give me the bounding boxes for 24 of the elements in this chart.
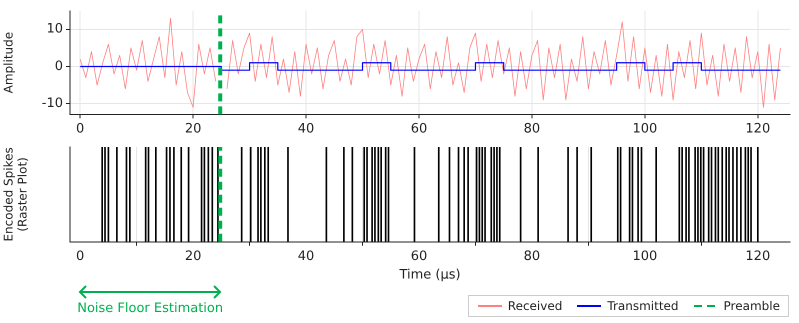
x-tick-label: 120 [745, 122, 770, 137]
x-tick-label: 120 [745, 248, 770, 264]
x-tick-label: 100 [632, 248, 658, 264]
x-tick-label: 0 [76, 248, 84, 264]
x-tick-label: 40 [298, 248, 314, 264]
x-tick-label: 40 [298, 122, 314, 137]
text: Noise Floor Estimation [76, 301, 224, 316]
x-tick-label: 0 [76, 122, 84, 137]
y-tick-label: 10 [46, 22, 63, 37]
legend-label: Transmitted [607, 299, 679, 313]
legend-label: Received [508, 299, 562, 313]
x-tick-label: 80 [524, 122, 540, 137]
x-tick-label: 80 [524, 248, 540, 264]
x-tick-label: 100 [632, 122, 658, 137]
y-axis-title: Encoded Spikes (Raster Plot) [1, 147, 30, 242]
legend-label: Preamble [724, 299, 780, 313]
x-axis-title: Time (µs) [398, 268, 461, 283]
x-tick-label: 60 [410, 122, 428, 137]
y-axis-title: Amplitude [1, 32, 16, 94]
y-tick-label: -10 [42, 96, 63, 112]
x-tick-label: 20 [184, 248, 202, 264]
y-tick-label: 0 [54, 58, 63, 74]
x-tick-label: 60 [410, 248, 428, 264]
x-tick-label: 20 [184, 122, 202, 137]
